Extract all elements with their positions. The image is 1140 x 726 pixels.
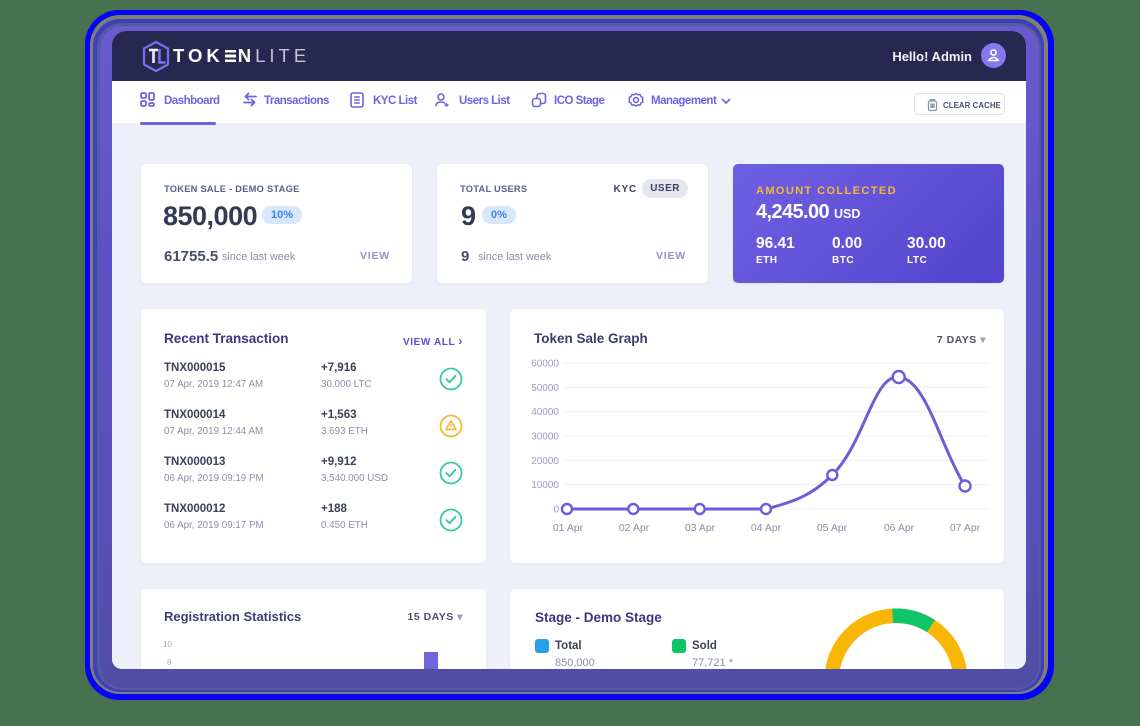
svg-text:01 Apr: 01 Apr [553,522,584,534]
svg-text:05 Apr: 05 Apr [817,522,848,534]
svg-text:07 Apr: 07 Apr [950,522,981,534]
svg-text:30000: 30000 [531,432,559,443]
svg-text:0: 0 [553,505,559,516]
svg-text:10000: 10000 [531,480,559,491]
svg-text:06 Apr: 06 Apr [884,522,915,534]
svg-text:20000: 20000 [531,456,559,467]
svg-text:60000: 60000 [531,359,559,370]
svg-text:40000: 40000 [531,407,559,418]
svg-text:04 Apr: 04 Apr [751,522,782,534]
svg-text:50000: 50000 [531,383,559,394]
svg-text:02 Apr: 02 Apr [619,522,650,534]
svg-text:03 Apr: 03 Apr [685,522,716,534]
